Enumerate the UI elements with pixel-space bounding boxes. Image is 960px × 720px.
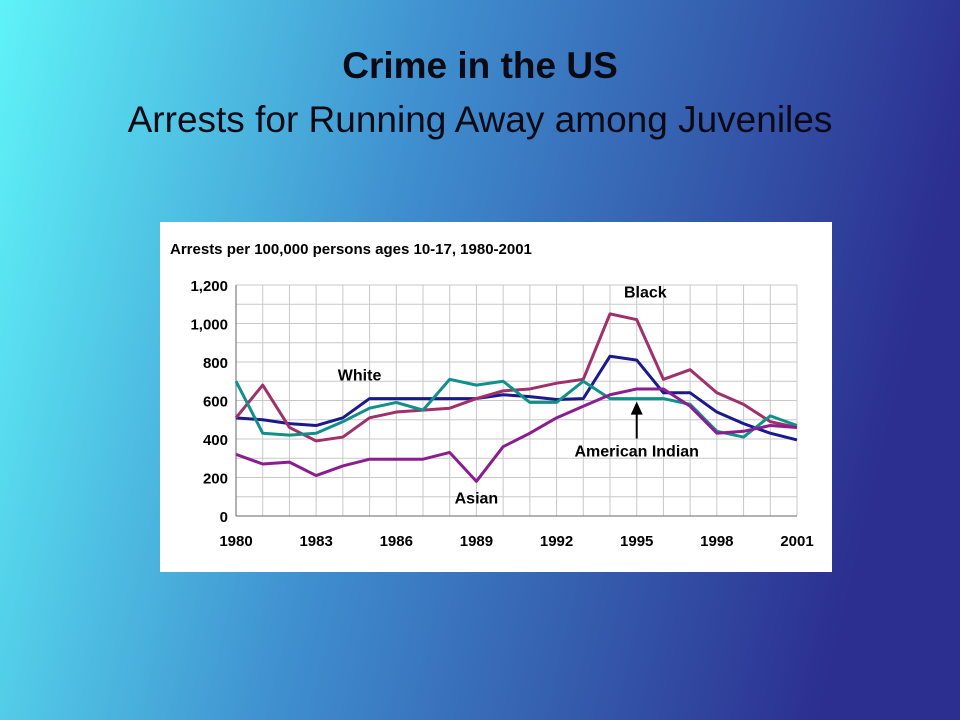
chart-title: Arrests per 100,000 persons ages 10-17, … bbox=[170, 241, 532, 258]
y-tick-label: 1,200 bbox=[190, 278, 228, 295]
x-tick-label: 2001 bbox=[780, 533, 813, 550]
x-tick-label: 1992 bbox=[540, 533, 573, 550]
chart-annotations: White Black American Indian Asian bbox=[338, 285, 699, 508]
line-chart: Arrests per 100,000 persons ages 10-17, … bbox=[170, 241, 814, 550]
y-tick-label: 200 bbox=[203, 471, 228, 488]
series-label: American Indian bbox=[574, 444, 698, 461]
x-tick-label: 1986 bbox=[380, 533, 413, 550]
slide-subtitle: Arrests for Running Away among Juveniles bbox=[127, 99, 833, 140]
series-label: White bbox=[338, 368, 382, 385]
series-line-black bbox=[234, 312, 798, 443]
series-label: Black bbox=[624, 285, 667, 302]
x-tick-label: 1989 bbox=[460, 533, 493, 550]
y-tick-label: 400 bbox=[203, 432, 228, 449]
chart-axes: 0 200 400 600 800 1,000 1,200 1980 1983 1986 1989 1… bbox=[190, 278, 813, 550]
arrow-head-icon bbox=[630, 401, 643, 415]
y-tick-label: 800 bbox=[203, 355, 228, 372]
x-tick-label: 1983 bbox=[299, 533, 332, 550]
series-line-asian bbox=[235, 387, 798, 483]
x-tick-label: 1980 bbox=[219, 533, 252, 550]
y-tick-label: 1,000 bbox=[190, 317, 228, 334]
chart-grid bbox=[235, 284, 798, 517]
chart-series bbox=[234, 312, 798, 483]
x-tick-label: 1998 bbox=[700, 533, 733, 550]
series-line-white bbox=[235, 354, 798, 442]
y-tick-label: 0 bbox=[220, 509, 228, 526]
chart-panel: Arrests per 100,000 persons ages 10-17, … bbox=[160, 222, 832, 572]
y-tick-label: 600 bbox=[203, 394, 228, 411]
slide-title: Crime in the US bbox=[342, 45, 618, 86]
series-label: Asian bbox=[455, 490, 499, 507]
x-tick-label: 1995 bbox=[620, 533, 653, 550]
